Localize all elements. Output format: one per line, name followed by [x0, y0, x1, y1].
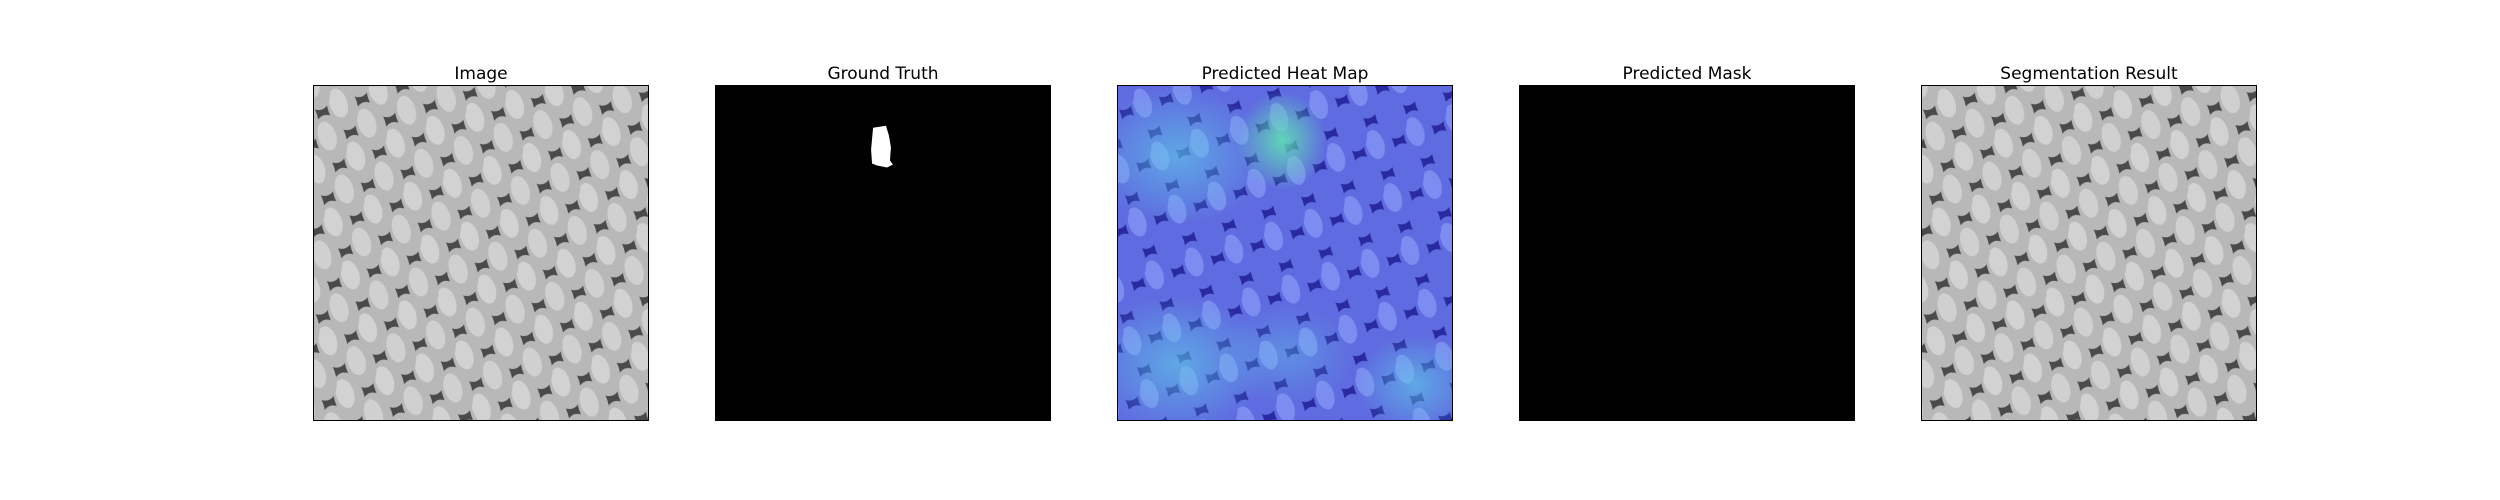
input-image [313, 85, 649, 421]
panel-title: Predicted Mask [1622, 64, 1752, 84]
predicted-mask-image [1520, 86, 1854, 420]
texture-image [314, 86, 648, 420]
panel-title: Ground Truth [827, 64, 939, 84]
heatmap-overlay [1118, 86, 1452, 420]
hotspot [1237, 90, 1327, 191]
ground-truth-image [716, 86, 1050, 420]
segmentation-result [1921, 85, 2257, 421]
panel-title: Segmentation Result [2000, 64, 2178, 84]
heatmap-image [1117, 85, 1453, 421]
ground-truth-mask [715, 85, 1051, 421]
defect-region [871, 125, 893, 168]
panel-title: Image [454, 64, 508, 84]
predicted-mask [1519, 85, 1855, 421]
segmentation-image [1922, 86, 2256, 420]
panel-title: Predicted Heat Map [1201, 64, 1369, 84]
